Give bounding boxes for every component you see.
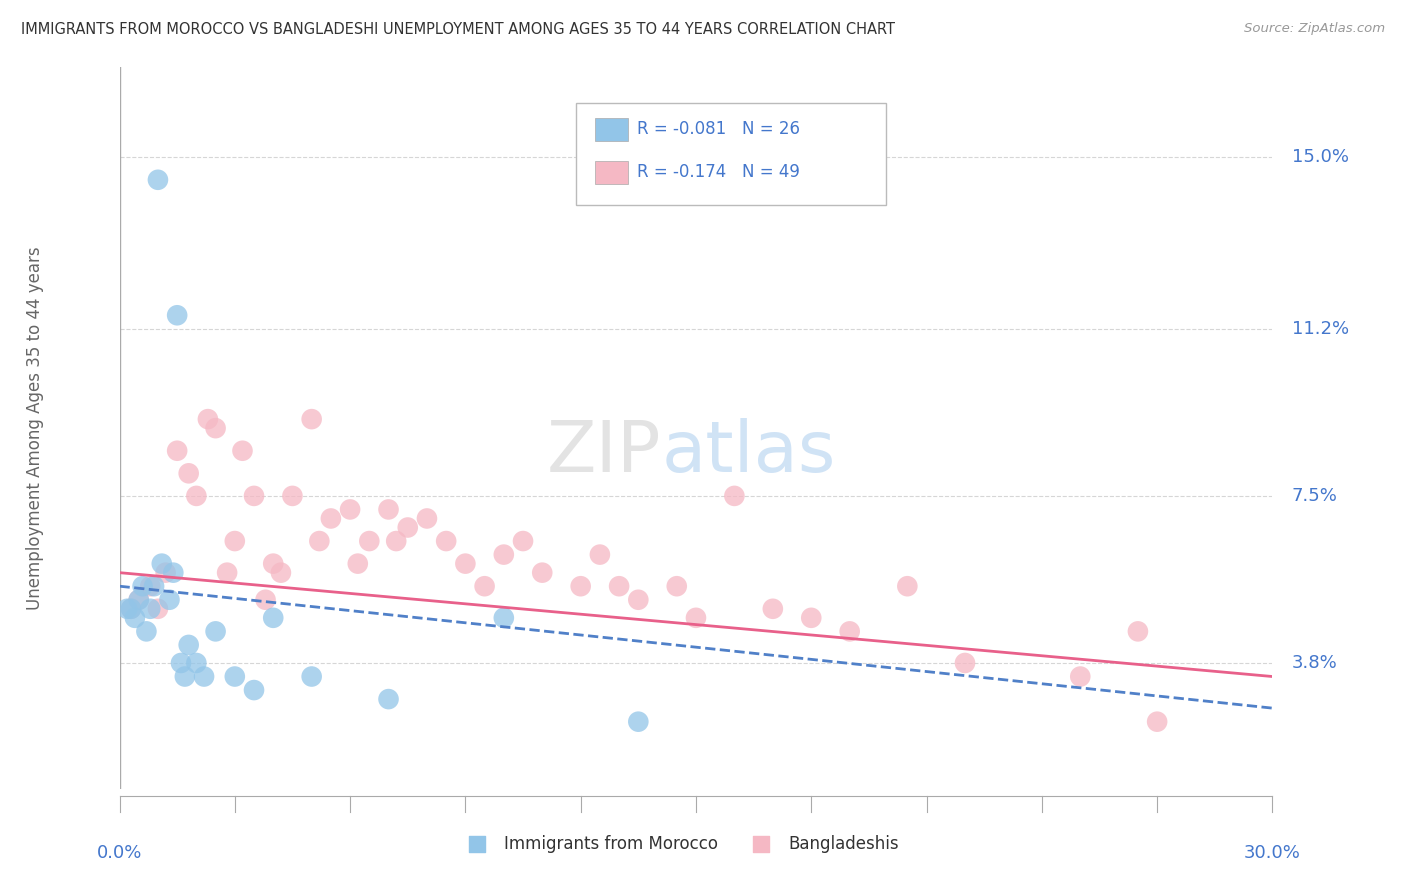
- Text: 0.0%: 0.0%: [97, 844, 142, 862]
- Point: [749, 837, 772, 851]
- Point: [159, 592, 181, 607]
- Point: [531, 566, 554, 580]
- Text: Bangladeshis: Bangladeshis: [789, 835, 898, 853]
- Point: [262, 611, 284, 625]
- Point: [166, 443, 188, 458]
- Point: [262, 557, 284, 571]
- Point: [146, 602, 169, 616]
- Text: 30.0%: 30.0%: [1244, 844, 1301, 862]
- Point: [120, 602, 142, 616]
- Text: atlas: atlas: [661, 418, 835, 487]
- Point: [131, 579, 153, 593]
- Text: Source: ZipAtlas.com: Source: ZipAtlas.com: [1244, 22, 1385, 36]
- Point: [177, 467, 200, 481]
- Point: [128, 592, 150, 607]
- Point: [162, 566, 184, 580]
- Text: 11.2%: 11.2%: [1292, 320, 1348, 338]
- Point: [128, 592, 150, 607]
- Point: [254, 592, 277, 607]
- Point: [217, 566, 239, 580]
- Point: [124, 611, 146, 625]
- Point: [838, 624, 860, 639]
- Point: [155, 566, 177, 580]
- Point: [143, 579, 166, 593]
- Point: [377, 692, 399, 706]
- Point: [465, 837, 488, 851]
- Point: [492, 611, 515, 625]
- Point: [146, 173, 169, 187]
- Point: [339, 502, 361, 516]
- Point: [281, 489, 304, 503]
- Point: [224, 669, 246, 683]
- Point: [377, 502, 399, 516]
- Point: [685, 611, 707, 625]
- Point: [627, 592, 650, 607]
- Point: [301, 412, 323, 426]
- Point: [607, 579, 630, 593]
- Text: Immigrants from Morocco: Immigrants from Morocco: [503, 835, 718, 853]
- Point: [319, 511, 342, 525]
- Point: [1146, 714, 1168, 729]
- Point: [150, 557, 173, 571]
- Point: [301, 669, 323, 683]
- Point: [115, 602, 138, 616]
- Point: [270, 566, 292, 580]
- Point: [173, 669, 195, 683]
- Point: [589, 548, 612, 562]
- Point: [359, 534, 381, 549]
- Point: [512, 534, 534, 549]
- Point: [492, 548, 515, 562]
- Point: [243, 489, 266, 503]
- Text: R = -0.174   N = 49: R = -0.174 N = 49: [637, 163, 800, 181]
- Point: [1069, 669, 1091, 683]
- Text: ZIP: ZIP: [547, 418, 661, 487]
- Point: [186, 489, 208, 503]
- Point: [135, 624, 157, 639]
- Text: IMMIGRANTS FROM MOROCCO VS BANGLADESHI UNEMPLOYMENT AMONG AGES 35 TO 44 YEARS CO: IMMIGRANTS FROM MOROCCO VS BANGLADESHI U…: [21, 22, 896, 37]
- Point: [416, 511, 439, 525]
- Point: [231, 443, 253, 458]
- Point: [197, 412, 219, 426]
- Point: [308, 534, 330, 549]
- Point: [762, 602, 785, 616]
- Point: [243, 683, 266, 698]
- Point: [346, 557, 368, 571]
- Point: [953, 656, 976, 670]
- Point: [396, 520, 419, 534]
- Point: [166, 308, 188, 322]
- Point: [385, 534, 408, 549]
- Point: [800, 611, 823, 625]
- Point: [665, 579, 688, 593]
- Point: [193, 669, 215, 683]
- Text: 3.8%: 3.8%: [1292, 654, 1337, 672]
- Point: [627, 714, 650, 729]
- Point: [474, 579, 496, 593]
- Point: [186, 656, 208, 670]
- Point: [1126, 624, 1149, 639]
- Text: Unemployment Among Ages 35 to 44 years: Unemployment Among Ages 35 to 44 years: [25, 246, 44, 610]
- Point: [139, 579, 162, 593]
- Point: [434, 534, 457, 549]
- Point: [224, 534, 246, 549]
- Point: [139, 602, 162, 616]
- Point: [120, 602, 142, 616]
- Point: [204, 421, 226, 435]
- Point: [896, 579, 918, 593]
- Point: [177, 638, 200, 652]
- Point: [204, 624, 226, 639]
- Point: [454, 557, 477, 571]
- Point: [569, 579, 592, 593]
- Point: [723, 489, 745, 503]
- Text: 15.0%: 15.0%: [1292, 148, 1348, 166]
- Text: R = -0.081   N = 26: R = -0.081 N = 26: [637, 120, 800, 138]
- Text: 7.5%: 7.5%: [1292, 487, 1337, 505]
- Point: [170, 656, 193, 670]
